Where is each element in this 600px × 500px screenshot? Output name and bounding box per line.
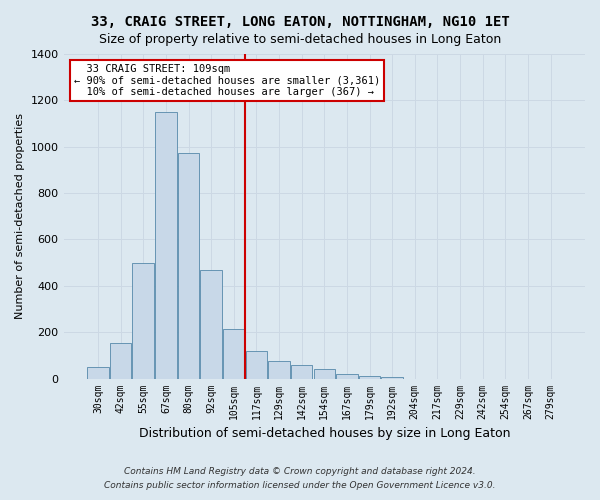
Bar bbox=[359, 376, 380, 378]
Bar bbox=[87, 367, 109, 378]
Bar bbox=[200, 270, 222, 378]
Text: 33, CRAIG STREET, LONG EATON, NOTTINGHAM, NG10 1ET: 33, CRAIG STREET, LONG EATON, NOTTINGHAM… bbox=[91, 15, 509, 29]
Bar bbox=[336, 374, 358, 378]
Bar bbox=[223, 328, 245, 378]
Bar bbox=[133, 262, 154, 378]
Bar bbox=[291, 364, 313, 378]
Bar bbox=[178, 152, 199, 378]
Text: Size of property relative to semi-detached houses in Long Eaton: Size of property relative to semi-detach… bbox=[99, 32, 501, 46]
Bar bbox=[268, 361, 290, 378]
Bar bbox=[155, 112, 176, 378]
Y-axis label: Number of semi-detached properties: Number of semi-detached properties bbox=[15, 114, 25, 320]
Bar bbox=[314, 370, 335, 378]
Text: 33 CRAIG STREET: 109sqm
← 90% of semi-detached houses are smaller (3,361)
  10% : 33 CRAIG STREET: 109sqm ← 90% of semi-de… bbox=[74, 64, 380, 97]
Bar bbox=[245, 350, 267, 378]
Bar bbox=[110, 342, 131, 378]
X-axis label: Distribution of semi-detached houses by size in Long Eaton: Distribution of semi-detached houses by … bbox=[139, 427, 510, 440]
Text: Contains HM Land Registry data © Crown copyright and database right 2024.
Contai: Contains HM Land Registry data © Crown c… bbox=[104, 468, 496, 489]
